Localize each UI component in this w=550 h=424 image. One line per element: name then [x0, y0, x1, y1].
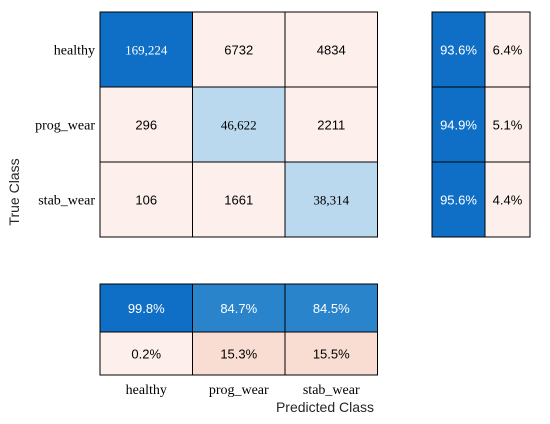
column-summary-matrix: 99.8% 84.7% 84.5% 0.2% 15.3% 15.5%	[99, 283, 378, 376]
row-summary-incorrect-r3-rect	[484, 161, 531, 238]
row-summary-matrix: 93.6% 6.4% 94.9% 5.1% 95.6% 4.4%	[431, 11, 531, 238]
row-summary-correct-r2: 94.9%	[431, 86, 486, 163]
row-summary-incorrect-r2-label: 5.1%	[493, 118, 523, 133]
matrix-cell-r3-c2: 1661	[192, 161, 286, 238]
y-tick-label: stab_wear	[38, 194, 95, 209]
row-summary-correct-r2-label: 94.9%	[440, 118, 477, 133]
row-summary-incorrect-r3-label: 4.4%	[493, 193, 523, 208]
matrix-cell-r2-c2: 46,622	[192, 86, 286, 163]
col-summary-incorrect-c2-rect	[192, 331, 286, 376]
y-tick-label: healthy	[54, 44, 95, 59]
col-summary-incorrect-c1-label: 0.2%	[131, 347, 161, 362]
matrix-cell-r1-c3-label: 4834	[317, 43, 346, 58]
matrix-cell-r1-c1-label: 169,224	[125, 43, 168, 58]
row-summary-incorrect-r1-label: 6.4%	[493, 43, 523, 58]
col-summary-correct-c2-label: 84.7%	[220, 301, 257, 316]
matrix-cell-r1-c3-rect	[284, 11, 378, 88]
x-tick-label: prog_wear	[209, 383, 269, 398]
col-summary-correct-c1: 99.8%	[99, 283, 193, 333]
matrix-cell-r3-c1-label: 106	[135, 193, 157, 208]
col-summary-incorrect-c1-rect	[99, 331, 193, 376]
row-summary-correct-r1-rect	[431, 11, 486, 88]
row-summary-correct-r1: 93.6%	[431, 11, 486, 88]
row-summary-incorrect-r2: 5.1%	[484, 86, 531, 163]
row-summary-correct-r1-label: 93.6%	[440, 43, 477, 58]
matrix-cell-r1-c1: 169,224	[99, 11, 193, 88]
x-tick-label: healthy	[126, 383, 167, 398]
col-summary-correct-c3: 84.5%	[284, 283, 378, 333]
matrix-cell-r1-c2-label: 6732	[224, 43, 253, 58]
col-summary-correct-c2: 84.7%	[192, 283, 286, 333]
y-tick-label: prog_wear	[35, 119, 95, 134]
col-summary-incorrect-c1: 0.2%	[99, 331, 193, 376]
matrix-cell-r1-c1-rect	[99, 11, 193, 88]
y-axis-title: True Class	[6, 158, 22, 225]
matrix-cell-r2-c3-label: 2211	[317, 118, 345, 133]
col-summary-incorrect-c3: 15.5%	[284, 331, 378, 376]
matrix-cell-r3-c2-label: 1661	[224, 193, 253, 208]
row-summary-correct-r3-label: 95.6%	[440, 193, 477, 208]
matrix-cell-r2-c3: 2211	[284, 86, 378, 163]
col-summary-correct-c2-rect	[192, 283, 286, 333]
row-summary-incorrect-r1: 6.4%	[484, 11, 531, 88]
matrix-cell-r1-c2: 6732	[192, 11, 286, 88]
matrix-cell-r3-c1: 106	[99, 161, 193, 238]
x-tick-labels: healthy prog_wear stab_wear	[126, 383, 360, 398]
y-tick-labels: healthy prog_wear stab_wear	[35, 44, 95, 209]
x-tick-label: stab_wear	[303, 383, 360, 398]
main-matrix: 169,224 6732 4834 296 46,622 2211 106 1661 38,31…	[99, 11, 378, 238]
col-summary-correct-c3-rect	[284, 283, 378, 333]
row-summary-correct-r2-rect	[431, 86, 486, 163]
col-summary-incorrect-c3-rect	[284, 331, 378, 376]
row-summary-correct-r3-rect	[431, 161, 486, 238]
matrix-cell-r3-c3: 38,314	[284, 161, 378, 238]
row-summary-correct-r3: 95.6%	[431, 161, 486, 238]
col-summary-correct-c1-label: 99.8%	[128, 301, 165, 316]
matrix-cell-r1-c3: 4834	[284, 11, 378, 88]
col-summary-incorrect-c3-label: 15.5%	[313, 347, 350, 362]
row-summary-incorrect-r3: 4.4%	[484, 161, 531, 238]
col-summary-incorrect-c2-label: 15.3%	[220, 347, 257, 362]
col-summary-incorrect-c2: 15.3%	[192, 331, 286, 376]
matrix-cell-r3-c2-rect	[192, 161, 286, 238]
matrix-cell-r2-c2-label: 46,622	[221, 118, 257, 133]
matrix-cell-r3-c1-rect	[99, 161, 193, 238]
matrix-cell-r2-c1-rect	[99, 86, 193, 163]
matrix-cell-r1-c2-rect	[192, 11, 286, 88]
col-summary-correct-c1-rect	[99, 283, 193, 333]
matrix-cell-r2-c3-rect	[284, 86, 378, 163]
matrix-cell-r2-c2-rect	[192, 86, 286, 163]
matrix-cell-r2-c1: 296	[99, 86, 193, 163]
row-summary-incorrect-r1-rect	[484, 11, 531, 88]
matrix-cell-r3-c3-label: 38,314	[313, 193, 349, 208]
col-summary-correct-c3-label: 84.5%	[313, 301, 350, 316]
matrix-cell-r3-c3-rect	[284, 161, 378, 238]
matrix-cell-r2-c1-label: 296	[135, 118, 157, 133]
x-axis-title: Predicted Class	[276, 399, 374, 415]
